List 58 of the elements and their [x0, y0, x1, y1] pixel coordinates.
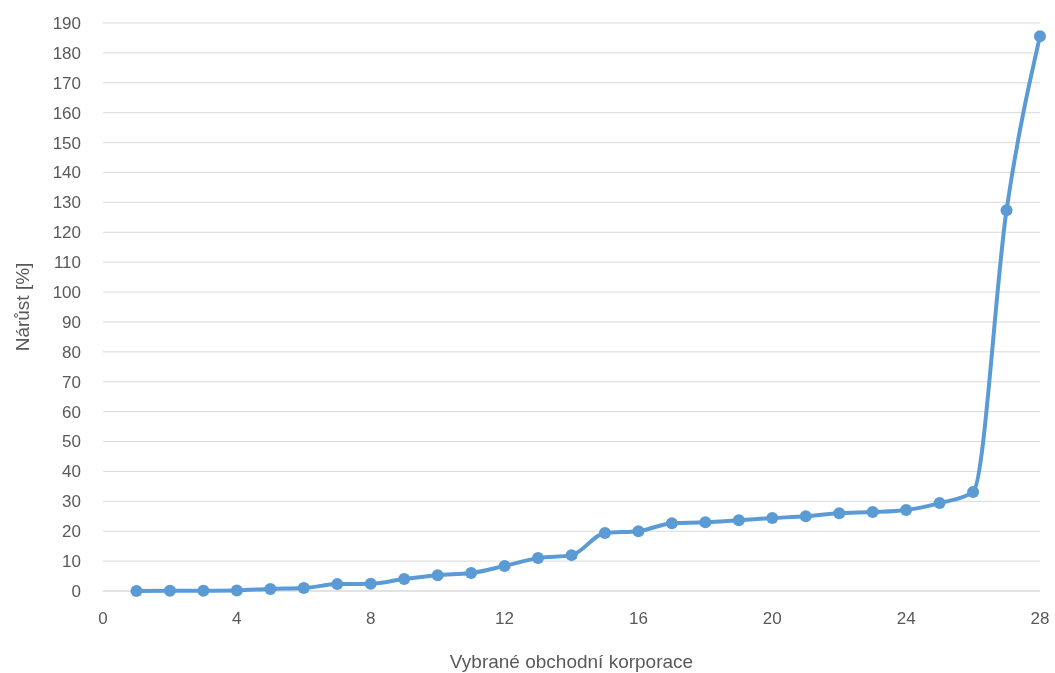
point — [230, 584, 243, 597]
y-tick-label: 30 — [62, 492, 81, 512]
x-tick-label: 8 — [365, 609, 376, 628]
x-tick-label: 12 — [495, 609, 515, 628]
point — [431, 569, 444, 582]
point — [331, 578, 344, 591]
y-tick-label: 90 — [62, 312, 81, 332]
point — [130, 585, 143, 597]
y-tick-label: 80 — [62, 342, 81, 362]
point — [465, 567, 478, 580]
point — [833, 507, 846, 520]
point — [900, 503, 913, 516]
point — [398, 573, 411, 586]
point — [264, 582, 277, 595]
y-axis-title: Nárůst [%] — [12, 262, 33, 352]
x-tick-label: 16 — [628, 609, 648, 628]
point — [766, 512, 779, 525]
point — [699, 516, 712, 529]
point — [297, 582, 310, 595]
x-tick-label: 4 — [232, 609, 242, 628]
x-tick-label: 28 — [1030, 609, 1050, 628]
y-tick-label: 20 — [62, 522, 81, 542]
point — [498, 559, 511, 572]
y-tick-label: 160 — [52, 103, 81, 123]
x-tick-label: 20 — [762, 609, 782, 628]
point — [598, 527, 611, 539]
point — [967, 486, 980, 499]
point — [163, 584, 176, 597]
x-tick-label: 0 — [98, 609, 108, 628]
point — [1000, 204, 1013, 217]
y-tick-label: 180 — [52, 43, 81, 63]
y-tick-label: 190 — [52, 13, 81, 33]
y-tick-label: 40 — [62, 462, 81, 482]
y-tick-label: 110 — [53, 253, 81, 273]
point — [933, 497, 946, 510]
y-tick-label: 170 — [52, 73, 81, 93]
y-tick-label: 150 — [52, 133, 81, 153]
point — [364, 577, 377, 590]
x-tick-label: 24 — [896, 609, 916, 628]
y-tick-label: 100 — [52, 283, 81, 302]
y-tick-label: 0 — [71, 581, 81, 601]
point — [197, 584, 210, 597]
y-tick-label: 120 — [52, 223, 81, 243]
y-tick-label: 70 — [62, 372, 81, 392]
y-tick-label: 130 — [52, 193, 81, 213]
point — [532, 552, 545, 565]
point — [799, 510, 812, 523]
x-axis-title: Vybrané obchodní korporace — [449, 651, 694, 672]
y-tick-label: 60 — [62, 402, 81, 422]
y-tick-label: 10 — [62, 552, 81, 572]
point — [665, 517, 678, 530]
point — [732, 514, 745, 527]
y-tick-label: 50 — [62, 432, 81, 452]
point — [1034, 30, 1046, 43]
y-tick-label: 140 — [52, 163, 81, 183]
point — [632, 525, 645, 538]
point — [866, 506, 879, 519]
point — [565, 549, 578, 562]
